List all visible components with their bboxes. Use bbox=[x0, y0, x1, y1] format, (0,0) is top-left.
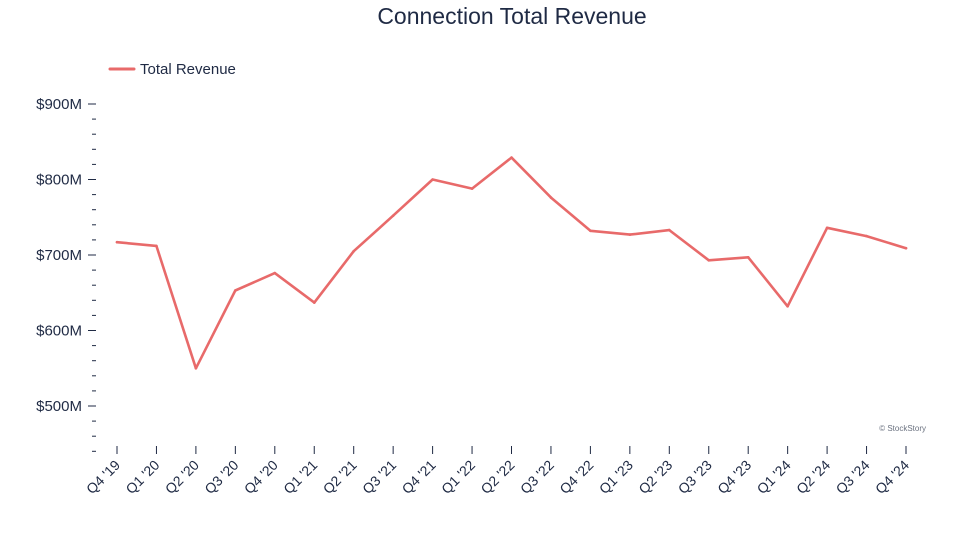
data-point bbox=[194, 367, 198, 370]
data-point bbox=[431, 178, 434, 181]
x-tick-label: Q1 '21 bbox=[280, 457, 320, 497]
x-tick-label: Q1 '24 bbox=[754, 457, 794, 497]
data-point bbox=[470, 187, 474, 190]
x-tick-label: Q1 '23 bbox=[596, 457, 636, 497]
data-point bbox=[115, 240, 119, 244]
data-point bbox=[352, 249, 356, 253]
data-point bbox=[234, 289, 237, 292]
x-tick-label: Q4 '19 bbox=[83, 457, 123, 497]
data-point bbox=[313, 301, 316, 304]
x-tick-label: Q4 '20 bbox=[241, 457, 281, 497]
data-point bbox=[589, 229, 592, 233]
legend: Total Revenue bbox=[108, 61, 236, 78]
data-point bbox=[825, 226, 829, 230]
data-point bbox=[746, 255, 750, 259]
series-layer bbox=[115, 156, 908, 370]
data-point bbox=[273, 271, 277, 275]
x-tick-label: Q2 '24 bbox=[793, 457, 833, 497]
x-tick-label: Q3 '24 bbox=[832, 457, 872, 497]
data-point bbox=[549, 196, 553, 199]
x-tick-label: Q3 '21 bbox=[359, 457, 399, 497]
x-tick-label: Q1 '22 bbox=[438, 457, 478, 497]
data-point bbox=[904, 246, 908, 250]
x-tick-label: Q2 '22 bbox=[477, 457, 517, 497]
data-point bbox=[865, 234, 868, 238]
y-tick-label: $800M bbox=[36, 172, 82, 189]
x-tick-label: Q4 '23 bbox=[714, 457, 754, 497]
y-tick-label: $600M bbox=[36, 323, 82, 340]
series-line-total-revenue bbox=[115, 156, 908, 370]
x-tick-label: Q2 '23 bbox=[635, 457, 675, 497]
x-tick-label: Q4 '21 bbox=[399, 457, 439, 497]
data-point bbox=[155, 244, 158, 248]
x-tick-label: Q3 '20 bbox=[201, 457, 241, 497]
data-point bbox=[786, 305, 789, 308]
data-point bbox=[707, 259, 711, 262]
y-tick-label: $900M bbox=[36, 96, 82, 113]
x-tick-label: Q2 '20 bbox=[162, 457, 202, 497]
watermark-text: © StockStory bbox=[879, 424, 926, 433]
x-tick-label: Q3 '23 bbox=[675, 457, 715, 497]
data-point bbox=[391, 214, 395, 217]
x-tick-label: Q2 '21 bbox=[320, 457, 360, 497]
x-tick-label: Q4 '24 bbox=[872, 457, 912, 497]
x-tick-label: Q3 '22 bbox=[517, 457, 557, 497]
chart-title: Connection Total Revenue bbox=[377, 3, 646, 29]
x-tick-label: Q4 '22 bbox=[556, 457, 596, 497]
x-axis: Q4 '19 Q1 '20 Q2 '20 Q3 '20 Q4 '20 Q1 '21 Q2 '… bbox=[83, 446, 912, 497]
y-tick-label: $500M bbox=[36, 398, 82, 415]
x-tick-label: Q1 '20 bbox=[122, 457, 162, 497]
legend-label-total-revenue: Total Revenue bbox=[140, 61, 236, 78]
data-point bbox=[510, 156, 513, 159]
data-point bbox=[628, 233, 632, 236]
y-axis: $500M $600M $700M $800M $900M bbox=[36, 96, 96, 452]
data-point bbox=[668, 228, 671, 232]
y-tick-label: $700M bbox=[36, 247, 82, 264]
